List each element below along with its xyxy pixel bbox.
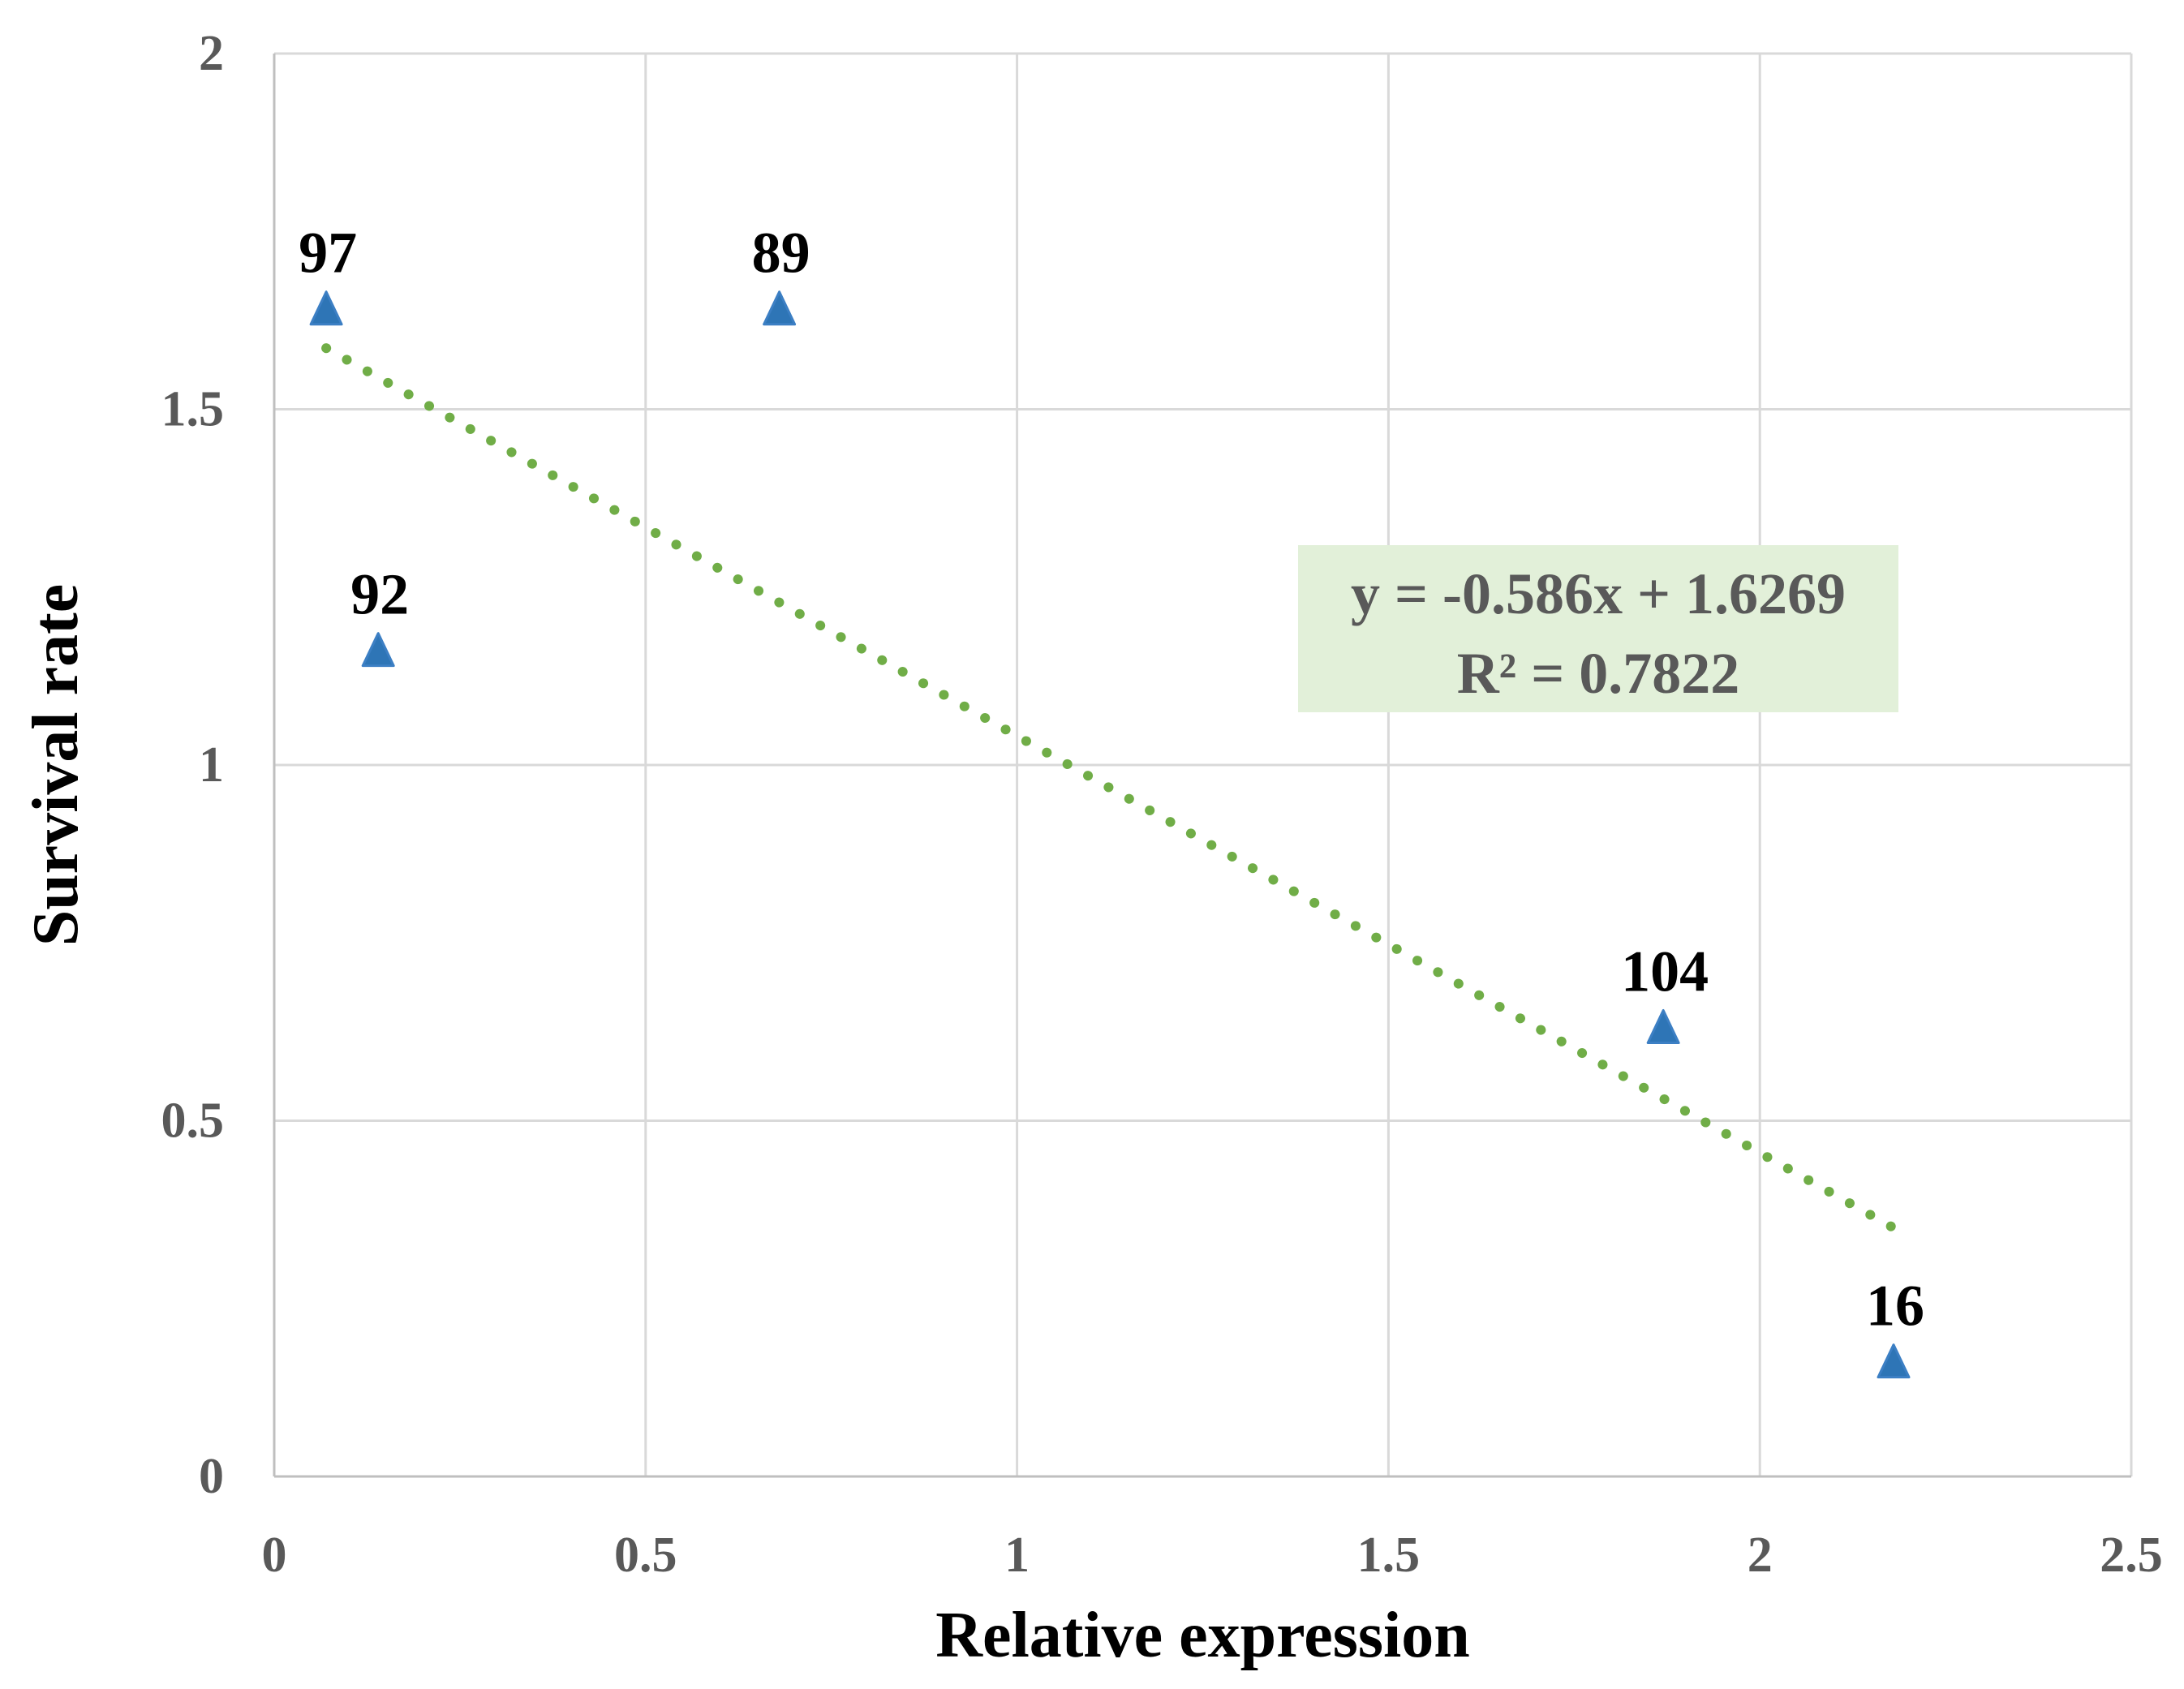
data-points: 97 92 89 104 16	[299, 221, 1924, 1379]
data-point	[763, 290, 797, 326]
y-tick-label: 1.5	[161, 382, 225, 437]
equation-background	[1298, 545, 1898, 712]
y-tick-label: 0	[199, 1449, 224, 1504]
x-tick-label: 2.5	[2100, 1528, 2163, 1583]
data-point-label: 16	[1866, 1274, 1924, 1339]
y-tick-label: 1	[199, 737, 224, 793]
gridlines	[274, 52, 2133, 1476]
data-point-label: 97	[299, 221, 357, 286]
data-point-label: 89	[752, 221, 810, 286]
y-axis-title: Survival rate	[20, 584, 92, 947]
data-point-label: 104	[1621, 939, 1709, 1004]
trendline	[321, 343, 1899, 1233]
axes	[273, 54, 2131, 1478]
trendline-equation-box: y = -0.586x + 1.6269 R² = 0.7822	[1298, 545, 1898, 712]
x-tick-label: 1.5	[1357, 1528, 1421, 1583]
data-point	[1877, 1343, 1911, 1379]
y-tick-label: 2	[199, 26, 224, 81]
trendline-equation: y = -0.586x + 1.6269	[1351, 561, 1846, 626]
trendline-r-squared: R² = 0.7822	[1457, 641, 1740, 706]
x-axis-title: Relative expression	[935, 1600, 1469, 1671]
data-point	[1646, 1008, 1680, 1044]
data-point	[309, 290, 343, 326]
data-point-label: 92	[350, 562, 409, 627]
y-tick-label: 0.5	[161, 1094, 225, 1149]
x-tick-label: 2	[1748, 1528, 1773, 1583]
x-tick-label: 1	[1004, 1528, 1030, 1583]
x-tick-label: 0.5	[614, 1528, 677, 1583]
tick-labels: 0 0.5 1 1.5 2 0 0.5 1 1.5 2 2.5	[161, 26, 2163, 1583]
trendline-path	[321, 343, 1899, 1233]
data-point	[361, 632, 395, 668]
x-tick-label: 0	[262, 1528, 287, 1583]
